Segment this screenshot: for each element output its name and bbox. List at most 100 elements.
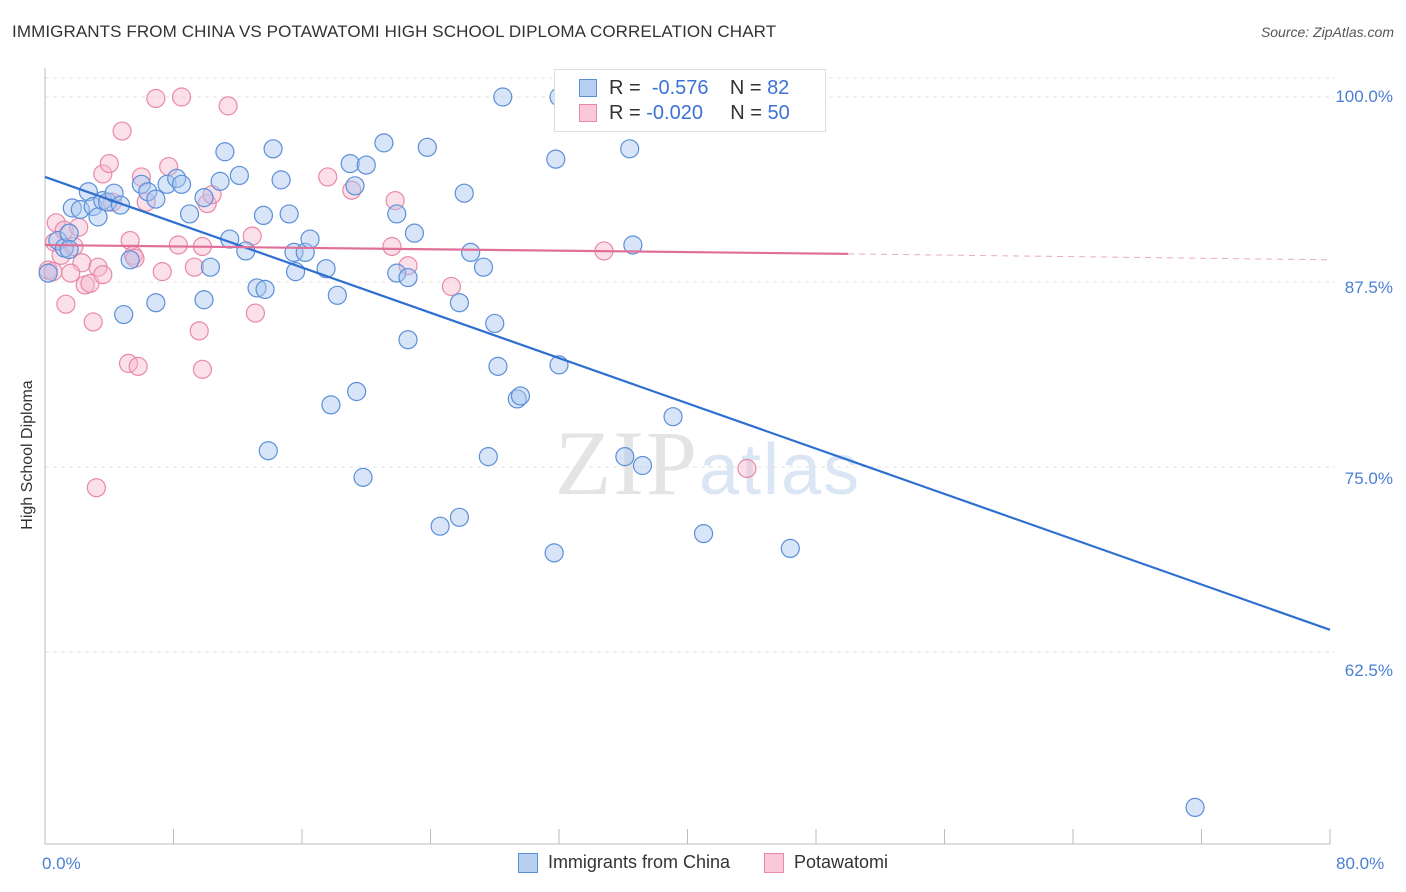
potawatomi-point: [56, 294, 76, 314]
potawatomi-point: [245, 303, 266, 323]
china-point: [353, 467, 373, 487]
china-point: [356, 155, 376, 175]
china-point: [279, 204, 299, 224]
china-point: [780, 538, 800, 559]
china-point: [38, 263, 58, 283]
china-point: [340, 154, 360, 174]
stats-legend: R = -0.576 N = 82 R = -0.020 N = 50: [554, 69, 826, 132]
china-point: [131, 174, 151, 194]
china-point: [110, 195, 131, 215]
china-point: [114, 304, 134, 325]
china-point: [404, 223, 425, 243]
potawatomi-trend-line: [44, 243, 849, 255]
china-point: [316, 259, 336, 279]
china-point: [321, 395, 341, 415]
legend-swatch-pink: [579, 104, 597, 122]
potawatomi-point: [93, 164, 113, 184]
potawatomi-point: [146, 88, 166, 109]
china-point: [507, 389, 527, 409]
china-point: [300, 229, 320, 249]
legend-item-china[interactable]: Immigrants from China: [517, 852, 730, 873]
potawatomi-point: [318, 167, 338, 187]
legend-n-label: N =: [730, 101, 762, 124]
china-point: [157, 174, 177, 194]
china-point: [387, 204, 407, 224]
y-tick-label: 75.0%: [1344, 469, 1393, 488]
legend-row-china: R = -0.576 N = 82: [579, 76, 789, 100]
legend-label-china: Immigrants from China: [547, 852, 730, 872]
watermark-zip: ZIP: [555, 412, 699, 514]
china-point: [417, 137, 437, 157]
potawatomi-point: [112, 121, 132, 141]
china-point: [194, 188, 214, 208]
china-point: [263, 139, 283, 159]
potawatomi-point: [93, 265, 113, 285]
china-point: [179, 204, 200, 224]
china-point: [473, 257, 494, 277]
potawatomi-point: [168, 235, 188, 255]
potawatomi-point: [189, 321, 209, 341]
china-point: [120, 250, 140, 270]
china-point: [632, 455, 653, 476]
china-point: [194, 290, 214, 310]
potawatomi-point: [218, 96, 238, 116]
china-point: [62, 198, 82, 218]
x-tick-label-min: 0.0%: [42, 854, 81, 873]
china-point: [345, 176, 365, 196]
potawatomi-point: [99, 154, 119, 174]
china-point: [485, 313, 505, 334]
potawatomi-point: [441, 276, 461, 297]
potawatomi-point: [171, 87, 192, 107]
china-point: [546, 149, 566, 169]
china-point: [253, 205, 274, 225]
legend-n-value: 50: [767, 101, 790, 124]
watermark: ZIPatlas: [555, 410, 861, 516]
china-point: [59, 239, 79, 260]
legend-swatch-pink: [764, 852, 784, 873]
y-tick-label: 62.5%: [1344, 661, 1393, 680]
potawatomi-point: [737, 458, 757, 479]
potawatomi-point: [86, 478, 107, 498]
x-tick-label-max: 80.0%: [1336, 854, 1385, 873]
china-point: [374, 133, 394, 153]
china-point: [138, 182, 158, 202]
legend-item-potawatomi[interactable]: Potawatomi: [764, 852, 888, 873]
potawatomi-point: [184, 257, 204, 277]
china-point: [623, 235, 643, 255]
legend-swatch-blue: [517, 852, 538, 873]
legend-row-potawatomi: R = -0.020 N = 50: [579, 101, 790, 125]
china-point: [83, 196, 103, 217]
china-point: [255, 279, 275, 299]
potawatomi-point: [128, 356, 148, 376]
china-point: [398, 267, 418, 288]
china-point: [229, 165, 249, 186]
legend-n-label: N =: [729, 76, 762, 99]
legend-swatch-blue: [579, 79, 597, 97]
source-credit: Source: ZipAtlas.com: [1260, 24, 1394, 40]
potawatomi-point: [382, 236, 402, 257]
china-point: [59, 223, 79, 243]
china-point: [478, 447, 498, 467]
china-point: [510, 386, 531, 406]
china-point: [461, 242, 481, 262]
legend-r-value: -0.020: [646, 101, 703, 124]
china-point: [620, 139, 640, 159]
potawatomi-points: [38, 87, 757, 498]
china-point: [454, 183, 474, 203]
potawatomi-point: [83, 312, 103, 332]
china-point: [663, 407, 683, 427]
china-point: [398, 330, 418, 350]
legend-r-label: R =: [609, 101, 641, 124]
legend-r-label: R =: [609, 76, 641, 99]
china-point: [258, 441, 278, 461]
china-point: [387, 263, 407, 283]
china-point: [247, 278, 267, 298]
gridlines: [45, 77, 1335, 653]
china-point: [693, 523, 714, 544]
chart-title: IMMIGRANTS FROM CHINA VS POTAWATOMI HIGH…: [12, 22, 777, 41]
potawatomi-point: [152, 262, 172, 282]
china-point: [488, 356, 508, 376]
china-point: [200, 257, 221, 277]
china-point: [449, 507, 470, 527]
